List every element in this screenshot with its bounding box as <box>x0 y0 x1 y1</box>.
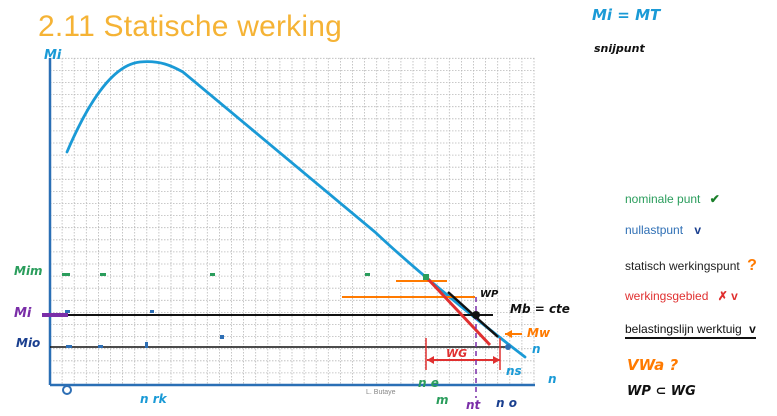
label-mb: Mb = cte <box>510 302 570 316</box>
question-icon: ? <box>747 257 757 274</box>
cross-check-icon: ✗ v <box>717 289 738 303</box>
label-wg: WG <box>446 347 468 360</box>
check-icon: v <box>749 322 756 336</box>
legend-label: nominale punt <box>625 192 701 206</box>
label-wp: WP <box>480 289 499 300</box>
label-mim: Mim <box>14 264 43 278</box>
working-region <box>425 276 492 347</box>
check-icon: ✔ <box>709 192 720 206</box>
check-icon: v <box>694 223 702 237</box>
label-n: n <box>548 372 557 386</box>
legend-belastingslijn: belastingslijn werktuig v <box>625 322 756 339</box>
legend-label: statisch werkingspunt <box>625 259 740 273</box>
label-no: n o <box>496 396 517 410</box>
note-formula: Mi = MT <box>592 6 661 24</box>
legend-nullastpunt: nullastpunt v <box>625 223 701 237</box>
label-m: m <box>436 393 449 407</box>
note-vw: VWa ? <box>627 356 679 374</box>
legend-nominale-punt: nominale punt ✔ <box>625 192 720 206</box>
nominal-point <box>423 274 429 280</box>
label-y-top: Mi <box>44 48 62 63</box>
label-ne: n e <box>418 376 439 390</box>
grid <box>50 57 535 385</box>
legend-statisch-werkingspunt: statisch werkingspunt ? <box>625 257 757 275</box>
torque-curve <box>65 60 527 359</box>
note-snijpunt: snijpunt <box>594 42 645 55</box>
note-wp-wg: WP ⊂ WG <box>627 384 696 399</box>
credit-text: L. Butaye <box>366 389 396 396</box>
label-nt: nt <box>466 398 481 412</box>
label-nrk: n rk <box>140 392 167 406</box>
work-point <box>472 311 480 319</box>
label-mio: Mio <box>16 336 41 350</box>
label-mx: n <box>532 342 541 356</box>
nullast-point <box>505 344 511 350</box>
label-mi: Mi <box>14 306 32 321</box>
label-mw: Mw <box>527 326 551 340</box>
slide-title: 2.11 Statische werking <box>38 10 343 43</box>
label-ns: ns <box>506 364 522 378</box>
legend-label: nullastpunt <box>625 223 684 237</box>
legend-label: belastingslijn werktuig <box>625 322 742 336</box>
legend-werkingsgebied: werkingsgebied ✗ v <box>625 289 738 303</box>
legend-label: werkingsgebied <box>625 289 709 303</box>
